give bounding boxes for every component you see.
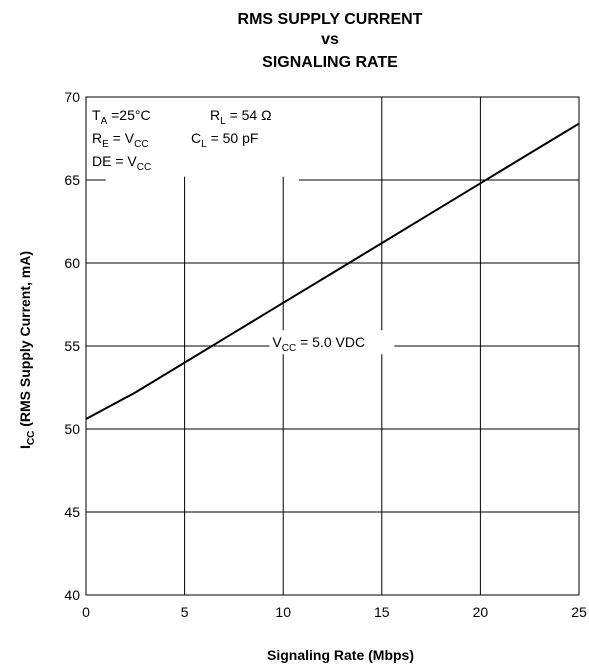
x-tick-15: 15	[374, 604, 390, 620]
x-tick-0: 0	[82, 604, 90, 620]
title-line-1: RMS SUPPLY CURRENT	[238, 11, 423, 28]
x-tick-10: 10	[275, 604, 291, 620]
y-axis-label: ICC (RMS Supply Current, mA)	[17, 251, 37, 449]
condition-cl: CL = 50 pF	[191, 130, 258, 150]
y-tick-55: 55	[64, 338, 80, 354]
x-axis-label: Signaling Rate (Mbps)	[267, 647, 414, 663]
x-tick-5: 5	[181, 604, 189, 620]
series-label: VCC = 5.0 VDC	[269, 330, 395, 355]
series-line-vcc-5v	[85, 122, 580, 420]
condition-rl: RL = 54 Ω	[210, 107, 272, 127]
chart-title: RMS SUPPLY CURRENT vs SIGNALING RATE	[238, 11, 423, 71]
x-tick-25: 25	[571, 604, 587, 620]
title-line-2: vs	[321, 31, 339, 48]
y-tick-70: 70	[64, 89, 80, 105]
condition-re: RE = VCC	[92, 130, 149, 150]
y-tick-40: 40	[64, 587, 80, 603]
y-tick-50: 50	[64, 421, 80, 437]
condition-ta: TA =25°C	[92, 107, 151, 127]
y-tick-labels: 40 45 50 55 60 65 70	[64, 89, 80, 603]
y-tick-45: 45	[64, 504, 80, 520]
condition-de: DE = VCC	[92, 153, 151, 173]
series-label-bg	[269, 330, 395, 355]
conditions-annotation: TA =25°C RL = 54 Ω RE = VCC CL = 50 pF DE = …	[92, 107, 272, 173]
y-tick-65: 65	[64, 172, 80, 188]
plot-frame	[85, 96, 580, 596]
y-tick-60: 60	[64, 255, 80, 271]
x-tick-20: 20	[473, 604, 489, 620]
title-line-3: SIGNALING RATE	[262, 54, 398, 71]
x-tick-labels: 0 5 10 15 20 25	[82, 604, 587, 620]
series-label-text: VCC = 5.0 VDC	[272, 334, 365, 354]
